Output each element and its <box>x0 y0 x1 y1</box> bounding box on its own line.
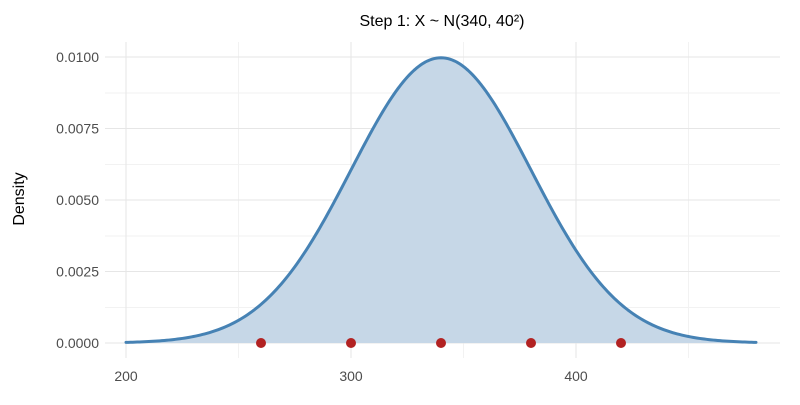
y-tick-label: 0.0050 <box>56 192 99 208</box>
data-point <box>526 338 536 348</box>
x-tick-label: 400 <box>564 368 588 384</box>
chart-title: Step 1: X ~ N(340, 40²) <box>360 13 525 30</box>
density-curve <box>124 56 758 344</box>
data-point <box>616 338 626 348</box>
area-layer <box>124 56 758 344</box>
data-point <box>346 338 356 348</box>
data-point <box>256 338 266 348</box>
y-tick-label: 0.0025 <box>56 264 99 280</box>
axes-layer: 200 300 400 0.0000 0.0025 0.0050 0.0075 0.0100 <box>56 49 588 384</box>
y-tick-label: 0.0000 <box>56 335 99 351</box>
x-tick-label: 300 <box>339 368 363 384</box>
data-point <box>436 338 446 348</box>
y-tick-label: 0.0100 <box>56 49 99 65</box>
y-axis-label: Density <box>11 172 28 225</box>
x-tick-label: 200 <box>114 368 138 384</box>
y-tick-label: 0.0075 <box>56 121 99 137</box>
density-area <box>126 57 756 343</box>
points-layer <box>256 338 626 348</box>
